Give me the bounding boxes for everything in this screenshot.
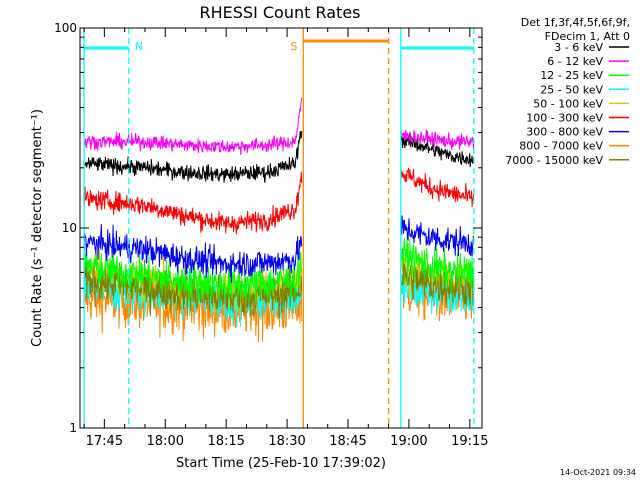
timestamp: 14-Oct-2021 09:34 <box>560 468 636 477</box>
y-tick-label: 1 <box>69 421 77 435</box>
x-tick-label: 17:45 <box>86 434 123 449</box>
x-tick-label: 19:00 <box>390 434 427 449</box>
legend-item-label: 300 - 800 keV <box>526 126 603 139</box>
legend-item-label: 50 - 100 keV <box>533 97 603 110</box>
legend-item-label: 100 - 300 keV <box>526 112 603 125</box>
axis-layer: 17:45 18:00 18:15 18:30 18:45 19:00 19:15 1 10 10… <box>54 21 488 449</box>
legend-item-label: 12 - 25 keV <box>540 69 603 82</box>
x-tick-label: 18:30 <box>268 434 305 449</box>
legend-item-label: 3 - 6 keV <box>554 41 603 54</box>
x-tick-label: 18:45 <box>329 434 366 449</box>
series-trace-100-300-kev-seg1 <box>83 171 303 235</box>
series-trace-300-800-kev-seg1 <box>83 224 303 283</box>
series-trace-6-12-kev-seg2 <box>400 128 475 150</box>
y-tick-label: 100 <box>54 21 77 35</box>
series-trace-100-300-kev-seg2 <box>400 167 475 208</box>
x-axis-label: Start Time (25-Feb-10 17:39:02) <box>176 456 386 471</box>
legend-item-label: 25 - 50 keV <box>540 83 603 96</box>
series-trace-300-800-kev-seg2 <box>400 215 475 257</box>
y-axis-label: Count Rate (s⁻¹ detector segment⁻¹) <box>30 109 45 347</box>
x-tick-label: 18:00 <box>147 434 184 449</box>
series-trace-12-25-kev-seg2 <box>400 234 475 293</box>
annotation-label-s: S <box>290 40 297 53</box>
legend-item-label: 800 - 7000 keV <box>519 140 603 153</box>
series-trace-7000-15000-kev-seg1 <box>83 254 303 320</box>
y-tick-label: 10 <box>62 221 77 235</box>
x-tick-label: 18:15 <box>207 434 244 449</box>
data-layer <box>83 97 475 343</box>
legend-item-label: 6 - 12 keV <box>547 55 603 68</box>
x-tick-label: 19:15 <box>451 434 488 449</box>
chart-title: RHESSI Count Rates <box>200 3 361 22</box>
series-trace-12-25-kev-seg1 <box>83 247 303 303</box>
legend: Det 1f,3f,4f,5f,6f,9f, FDecim 1, Att 0 3… <box>505 16 630 167</box>
series-trace-3-6-kev-seg1 <box>83 130 303 183</box>
legend-item-label: 7000 - 15000 keV <box>505 154 603 167</box>
annotation-label-n: N <box>135 40 143 53</box>
legend-header-line-2: FDecim 1, Att 0 <box>545 30 630 43</box>
series-trace-6-12-kev-seg1 <box>83 97 303 156</box>
legend-header-line-1: Det 1f,3f,4f,5f,6f,9f, <box>521 16 630 29</box>
